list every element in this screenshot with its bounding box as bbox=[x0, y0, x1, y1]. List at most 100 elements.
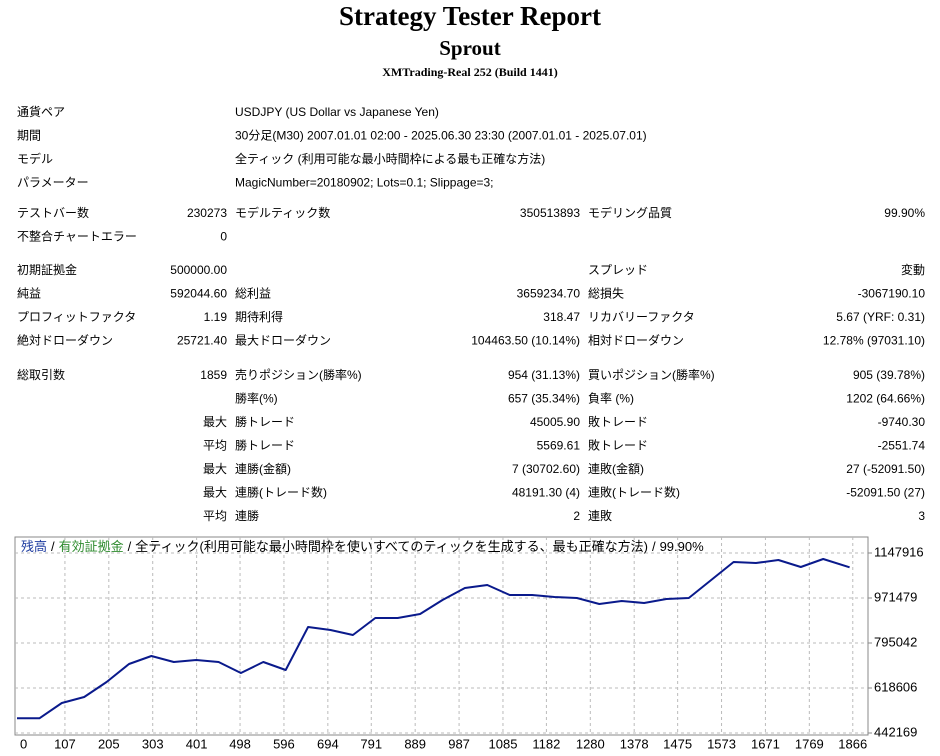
stat-value: 318.47 bbox=[543, 310, 580, 324]
stat-label: リカバリーファクタ bbox=[588, 310, 695, 324]
legend-equity: 有効証拠金 bbox=[59, 539, 124, 554]
info-value: MagicNumber=20180902; Lots=0.1; Slippage… bbox=[235, 176, 494, 190]
x-tick-label: 1378 bbox=[620, 736, 649, 751]
stat-value: -52091.50 (27) bbox=[846, 486, 925, 500]
stat-label: 総取引数 bbox=[17, 367, 65, 382]
stat-label: 勝率(%) bbox=[235, 391, 278, 406]
x-tick-label: 791 bbox=[360, 736, 382, 751]
x-tick-label: 596 bbox=[273, 736, 295, 751]
stat-label: テストバー数 bbox=[17, 205, 89, 220]
info-value: 30分足(M30) 2007.01.01 02:00 - 2025.06.30 … bbox=[235, 129, 647, 143]
stat-value: 592044.60 bbox=[170, 287, 227, 301]
stat-value: -2551.74 bbox=[878, 439, 926, 453]
stat-label: モデリング品質 bbox=[588, 205, 672, 220]
info-label: パラメーター bbox=[17, 176, 89, 190]
stat-value: 0 bbox=[220, 230, 227, 244]
x-tick-label: 205 bbox=[98, 736, 120, 751]
stat-label: プロフィットファクタ bbox=[17, 310, 136, 324]
stat-value: 230273 bbox=[187, 206, 227, 220]
stat-label: 不整合チャートエラー bbox=[17, 229, 137, 244]
stat-label: 連勝 bbox=[235, 508, 259, 523]
info-value: USDJPY (US Dollar vs Japanese Yen) bbox=[235, 105, 439, 119]
stat-value: 48191.30 (4) bbox=[512, 486, 580, 500]
stat-label: モデルティック数 bbox=[235, 205, 330, 220]
x-tick-label: 1671 bbox=[751, 736, 780, 751]
info-label: 通貨ペア bbox=[17, 104, 65, 119]
stat-value: 最大 bbox=[203, 486, 227, 500]
x-tick-label: 1866 bbox=[838, 736, 867, 751]
y-tick-label: 795042 bbox=[874, 634, 917, 649]
report-title: Strategy Tester Report bbox=[339, 1, 601, 31]
x-tick-label: 401 bbox=[186, 736, 208, 751]
stat-label: 相対ドローダウン bbox=[588, 333, 684, 348]
legend-sep: / bbox=[128, 539, 132, 554]
stat-value: 657 (35.34%) bbox=[508, 392, 580, 406]
stat-label: 負率 (%) bbox=[588, 391, 634, 406]
x-tick-label: 107 bbox=[54, 736, 76, 751]
stat-value: 変動 bbox=[901, 262, 925, 277]
chart-frame bbox=[14, 536, 869, 736]
stat-label: 買いポジション(勝率%) bbox=[588, 367, 715, 382]
balance-line bbox=[17, 558, 850, 720]
stat-value: 99.90% bbox=[884, 206, 925, 220]
info-value: 全ティック (利用可能な最小時間枠による最も正確な方法) bbox=[235, 151, 545, 166]
stat-label: 最大ドローダウン bbox=[235, 333, 331, 348]
x-tick-label: 498 bbox=[229, 736, 251, 751]
stat-label: 敗トレード bbox=[588, 414, 648, 429]
stat-label: 連敗(トレード数) bbox=[588, 485, 680, 500]
stat-value: 1.19 bbox=[204, 310, 228, 324]
x-tick-label: 1573 bbox=[707, 736, 736, 751]
stat-label: 敗トレード bbox=[588, 438, 648, 453]
stat-value: 5569.61 bbox=[537, 439, 581, 453]
stat-value: 104463.50 (10.14%) bbox=[471, 334, 580, 348]
stat-label: 純益 bbox=[17, 287, 41, 301]
stat-label: 連敗 bbox=[588, 508, 612, 523]
chart-legend: 残高 / 有効証拠金 / 全ティック(利用可能な最小時間枠を使いすべてのティックを生成す… bbox=[21, 539, 704, 554]
stat-label: 勝トレード bbox=[235, 414, 295, 429]
stat-value: 954 (31.13%) bbox=[508, 368, 580, 382]
x-tick-label: 1475 bbox=[663, 736, 692, 751]
y-tick-label: 618606 bbox=[874, 679, 917, 694]
stat-value: 5.67 (YRF: 0.31) bbox=[836, 310, 925, 324]
y-tick-label: 1147916 bbox=[874, 544, 924, 559]
stat-label: 絶対ドローダウン bbox=[17, 333, 113, 348]
stat-value: 1859 bbox=[200, 368, 227, 382]
stat-value: 3659234.70 bbox=[517, 287, 581, 301]
legend-sep: / bbox=[652, 539, 656, 554]
stat-value: 45005.90 bbox=[530, 415, 580, 429]
stat-value: 12.78% (97031.10) bbox=[823, 334, 925, 348]
stat-value: 350513893 bbox=[520, 206, 580, 220]
stat-value: 905 (39.78%) bbox=[853, 368, 925, 382]
stat-label: 連勝(金額) bbox=[235, 461, 291, 476]
x-tick-label: 889 bbox=[404, 736, 426, 751]
stat-value: -3067190.10 bbox=[858, 287, 926, 301]
stat-label: 期待利得 bbox=[235, 309, 283, 324]
stat-value: 27 (-52091.50) bbox=[846, 462, 925, 476]
stat-value: 最大 bbox=[203, 462, 227, 476]
stat-value: 最大 bbox=[203, 415, 227, 429]
stat-value: 1202 (64.66%) bbox=[846, 392, 925, 406]
stat-label: 連敗(金額) bbox=[588, 461, 644, 476]
legend-caption: 全ティック(利用可能な最小時間枠を使いすべてのティックを生成する、最も正確な方法… bbox=[135, 539, 648, 554]
stat-label: 初期証拠金 bbox=[17, 262, 77, 277]
stat-label: スプレッド bbox=[588, 263, 648, 277]
y-tick-label: 442169 bbox=[874, 724, 917, 739]
stat-value: -9740.30 bbox=[878, 415, 926, 429]
stat-label: 連勝(トレード数) bbox=[235, 485, 327, 500]
stat-label: 勝トレード bbox=[235, 438, 295, 453]
stat-value: 平均 bbox=[203, 439, 227, 453]
x-tick-label: 0 bbox=[20, 736, 27, 751]
x-tick-label: 1085 bbox=[489, 736, 518, 751]
stat-label: 総利益 bbox=[235, 287, 271, 301]
stat-value: 2 bbox=[573, 509, 580, 523]
server: XMTrading-Real 252 (Build 1441) bbox=[382, 65, 557, 79]
info-label: モデル bbox=[17, 151, 53, 166]
stat-value: 25721.40 bbox=[177, 334, 227, 348]
y-tick-label: 971479 bbox=[874, 589, 917, 604]
stat-value: 3 bbox=[918, 509, 925, 523]
strategy-name: Sprout bbox=[439, 36, 500, 60]
stat-value: 平均 bbox=[203, 509, 227, 523]
info-label: 期間 bbox=[17, 129, 41, 143]
stat-value: 500000.00 bbox=[170, 263, 227, 277]
